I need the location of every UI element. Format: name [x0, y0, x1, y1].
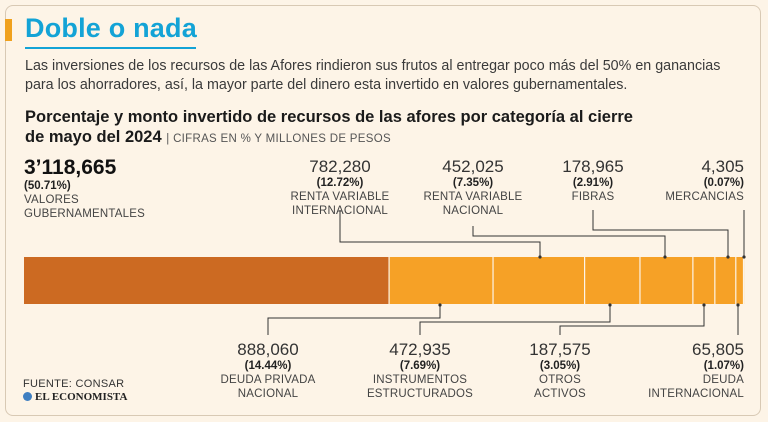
segment-category: DEUDA PRIVADA: [220, 374, 316, 386]
brand-name: EL ECONOMISTA: [35, 391, 128, 403]
leader-line: [592, 210, 729, 257]
leader-dot: [742, 255, 746, 259]
segment-label: 3’118,665 (50.71%) VALORES GUBERNAMENTALES: [24, 157, 174, 221]
brand-mark-icon: [23, 392, 32, 401]
segment-label: 187,575 (3.05%) OTROS ACTIVOS: [485, 340, 635, 401]
bar-segment: [389, 257, 494, 304]
leader-dot: [438, 303, 442, 307]
segment-category: ACTIVOS: [534, 388, 586, 400]
segment-percent: (12.72%): [316, 177, 364, 189]
leader-dot: [608, 303, 612, 307]
infographic-frame: [5, 5, 761, 416]
leader-dot: [663, 255, 667, 259]
bar-segment: [639, 257, 693, 304]
segment-category: VALORES: [24, 194, 79, 206]
segment-label: 888,060 (14.44%) DEUDA PRIVADA NACIONAL: [193, 340, 343, 401]
segment-percent: (7.69%): [399, 360, 441, 372]
segment-category: ESTRUCTURADOS: [366, 388, 474, 400]
intro-text: Las inversiones de los recursos de las A…: [25, 58, 721, 93]
segment-value: 178,965: [562, 157, 624, 176]
segment-category: DEUDA: [702, 374, 744, 386]
segment-value: 65,805: [692, 340, 744, 359]
bar-segment: [24, 257, 390, 304]
segment-value: 187,575: [529, 340, 591, 359]
chart-title: Porcentaje y monto invertido de recursos…: [25, 108, 633, 146]
segment-category: OTROS: [539, 374, 581, 386]
bar-segment: [735, 257, 744, 304]
segment-label: 65,805 (1.07%) DEUDA INTERNACIONAL: [594, 340, 744, 401]
segment-category: INTERNACIONAL: [292, 205, 388, 217]
segment-category: MERCANCIAS: [665, 191, 744, 203]
leader-dot: [726, 255, 730, 259]
leader-line: [472, 226, 666, 257]
accent-bar: [5, 19, 12, 41]
segment-category: RENTA VARIABLE: [423, 191, 523, 203]
segment-label: 178,965 (2.91%) FIBRAS: [518, 157, 668, 204]
segment-label: 452,025 (7.35%) RENTA VARIABLE NACIONAL: [398, 157, 548, 218]
bar-segment: [714, 257, 736, 304]
segment-percent: (50.71%): [24, 180, 71, 192]
segment-category: NACIONAL: [237, 388, 299, 400]
segment-value: 472,935: [389, 340, 451, 359]
segment-category: GUBERNAMENTALES: [24, 208, 146, 220]
segment-category: INSTRUMENTOS: [372, 374, 468, 386]
unit-note: CIFRAS EN % Y MILLONES DE PESOS: [173, 133, 391, 145]
segment-category: RENTA VARIABLE: [290, 191, 390, 203]
segment-percent: (7.35%): [452, 177, 494, 189]
segment-percent: (0.07%): [703, 177, 744, 189]
segment-label: 4,305 (0.07%) MERCANCIAS: [594, 157, 744, 204]
segment-value: 782,280: [309, 157, 371, 176]
unit-separator: |: [166, 133, 174, 145]
segment-category: INTERNACIONAL: [648, 388, 744, 400]
segment-percent: (3.05%): [539, 360, 581, 372]
leader-line: [559, 305, 705, 335]
segment-category: NACIONAL: [442, 205, 504, 217]
leader-dot: [736, 303, 740, 307]
bar-segment: [584, 257, 640, 304]
segment-value: 4,305: [701, 157, 744, 176]
leader-line: [339, 210, 541, 257]
segment-value: 888,060: [237, 340, 299, 359]
segment-label: 472,935 (7.69%) INSTRUMENTOS ESTRUCTURADOS: [345, 340, 495, 401]
leader-dot: [538, 255, 542, 259]
leader-line: [419, 305, 611, 335]
segment-percent: (2.91%): [572, 177, 614, 189]
segment-label: 782,280 (12.72%) RENTA VARIABLE INTERNACION…: [265, 157, 415, 218]
segment-percent: (1.07%): [703, 360, 744, 372]
segment-percent: (14.44%): [244, 360, 292, 372]
bar-segment: [493, 257, 585, 304]
title-underline: [25, 47, 196, 49]
brand-logo: EL ECONOMISTA: [23, 391, 127, 403]
chart-subtitle: Porcentaje y monto invertido de recursos…: [25, 107, 645, 149]
leader-line: [267, 305, 441, 335]
segment-value: 452,025: [442, 157, 504, 176]
segment-category: FIBRAS: [571, 191, 615, 203]
leader-dot: [702, 303, 706, 307]
bar-segment: [692, 257, 715, 304]
segment-value: 3’118,665: [24, 156, 117, 179]
page-title: Doble o nada: [25, 13, 197, 43]
source-note: FUENTE: CONSAR: [23, 378, 125, 390]
